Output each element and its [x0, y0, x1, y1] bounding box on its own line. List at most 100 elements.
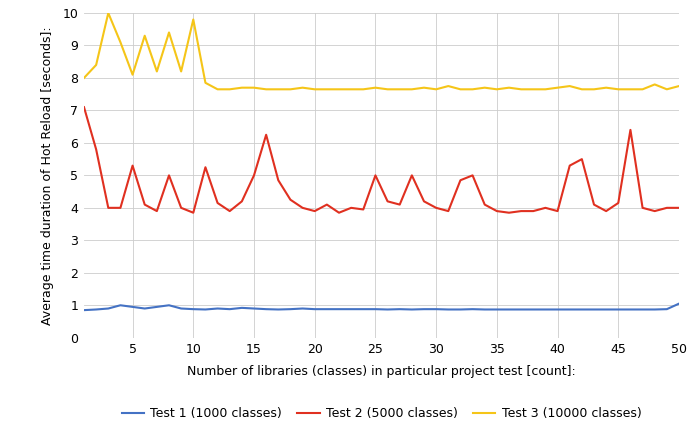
- Line: Test 2 (5000 classes): Test 2 (5000 classes): [84, 107, 679, 213]
- Test 3 (10000 classes): [323, 87, 331, 92]
- Test 3 (10000 classes): [650, 82, 659, 87]
- Test 3 (10000 classes): [153, 69, 161, 74]
- Test 3 (10000 classes): [238, 85, 246, 90]
- Test 1 (1000 classes): [201, 307, 209, 312]
- Test 3 (10000 classes): [80, 75, 88, 81]
- Test 3 (10000 classes): [444, 84, 452, 89]
- Test 3 (10000 classes): [432, 87, 440, 92]
- Test 2 (5000 classes): [323, 202, 331, 207]
- Test 3 (10000 classes): [456, 87, 465, 92]
- Test 1 (1000 classes): [541, 307, 550, 312]
- Test 3 (10000 classes): [554, 85, 562, 90]
- Test 3 (10000 classes): [517, 87, 525, 92]
- Test 3 (10000 classes): [92, 62, 100, 68]
- Test 1 (1000 classes): [675, 301, 683, 306]
- Test 1 (1000 classes): [128, 304, 136, 310]
- Test 1 (1000 classes): [262, 307, 270, 312]
- Test 2 (5000 classes): [262, 132, 270, 137]
- Test 3 (10000 classes): [541, 87, 550, 92]
- Test 2 (5000 classes): [432, 205, 440, 210]
- Test 1 (1000 classes): [566, 307, 574, 312]
- Test 3 (10000 classes): [225, 87, 234, 92]
- Test 3 (10000 classes): [590, 87, 598, 92]
- Test 2 (5000 classes): [347, 205, 356, 210]
- Test 2 (5000 classes): [238, 199, 246, 204]
- Test 2 (5000 classes): [675, 205, 683, 210]
- Test 3 (10000 classes): [602, 85, 610, 90]
- Test 3 (10000 classes): [177, 69, 186, 74]
- Test 2 (5000 classes): [407, 173, 416, 178]
- Test 2 (5000 classes): [335, 210, 343, 215]
- Test 3 (10000 classes): [614, 87, 622, 92]
- Test 1 (1000 classes): [238, 305, 246, 310]
- Test 2 (5000 classes): [177, 205, 186, 210]
- Test 2 (5000 classes): [214, 200, 222, 206]
- Test 2 (5000 classes): [578, 157, 586, 162]
- Test 3 (10000 classes): [104, 10, 113, 16]
- Test 3 (10000 classes): [626, 87, 635, 92]
- Test 1 (1000 classes): [141, 306, 149, 311]
- Test 1 (1000 classes): [153, 304, 161, 310]
- Test 2 (5000 classes): [566, 163, 574, 168]
- Test 3 (10000 classes): [262, 87, 270, 92]
- Test 3 (10000 classes): [566, 84, 574, 89]
- Test 2 (5000 classes): [384, 199, 392, 204]
- Test 1 (1000 classes): [335, 307, 343, 312]
- Test 1 (1000 classes): [578, 307, 586, 312]
- Test 2 (5000 classes): [298, 205, 307, 210]
- Test 1 (1000 classes): [554, 307, 562, 312]
- Test 1 (1000 classes): [250, 306, 258, 311]
- Test 2 (5000 classes): [225, 209, 234, 214]
- Test 2 (5000 classes): [80, 105, 88, 110]
- Test 1 (1000 classes): [505, 307, 513, 312]
- Test 1 (1000 classes): [480, 307, 489, 312]
- Test 1 (1000 classes): [407, 307, 416, 312]
- Test 2 (5000 classes): [371, 173, 379, 178]
- Test 2 (5000 classes): [663, 205, 671, 210]
- Test 2 (5000 classes): [529, 209, 538, 214]
- Test 2 (5000 classes): [626, 127, 635, 132]
- Test 1 (1000 classes): [80, 307, 88, 313]
- Line: Test 3 (10000 classes): Test 3 (10000 classes): [84, 13, 679, 89]
- Test 3 (10000 classes): [675, 84, 683, 89]
- Test 2 (5000 classes): [141, 202, 149, 207]
- Test 2 (5000 classes): [614, 200, 622, 206]
- Test 1 (1000 classes): [493, 307, 501, 312]
- Test 2 (5000 classes): [468, 173, 477, 178]
- Test 3 (10000 classes): [214, 87, 222, 92]
- Test 3 (10000 classes): [274, 87, 283, 92]
- Test 1 (1000 classes): [177, 306, 186, 311]
- Test 2 (5000 classes): [153, 209, 161, 214]
- Test 1 (1000 classes): [104, 306, 113, 311]
- Test 2 (5000 classes): [359, 207, 368, 212]
- Test 3 (10000 classes): [347, 87, 356, 92]
- Test 2 (5000 classes): [250, 173, 258, 178]
- Test 1 (1000 classes): [311, 307, 319, 312]
- Test 1 (1000 classes): [298, 306, 307, 311]
- Test 1 (1000 classes): [432, 307, 440, 312]
- Y-axis label: Average time duration of Hot Reload [seconds]:: Average time duration of Hot Reload [sec…: [41, 26, 54, 325]
- Test 2 (5000 classes): [638, 205, 647, 210]
- Test 2 (5000 classes): [420, 199, 428, 204]
- Test 1 (1000 classes): [420, 307, 428, 312]
- Test 3 (10000 classes): [128, 72, 136, 77]
- Test 1 (1000 classes): [650, 307, 659, 312]
- Test 3 (10000 classes): [663, 87, 671, 92]
- Test 2 (5000 classes): [444, 209, 452, 214]
- Test 2 (5000 classes): [395, 202, 404, 207]
- Test 1 (1000 classes): [189, 307, 197, 312]
- Test 1 (1000 classes): [214, 306, 222, 311]
- Test 2 (5000 classes): [541, 205, 550, 210]
- Test 1 (1000 classes): [614, 307, 622, 312]
- Test 3 (10000 classes): [480, 85, 489, 90]
- Test 1 (1000 classes): [225, 307, 234, 312]
- Test 3 (10000 classes): [250, 85, 258, 90]
- Test 3 (10000 classes): [407, 87, 416, 92]
- Test 1 (1000 classes): [274, 307, 283, 312]
- Line: Test 1 (1000 classes): Test 1 (1000 classes): [84, 304, 679, 310]
- Test 2 (5000 classes): [480, 202, 489, 207]
- Test 3 (10000 classes): [359, 87, 368, 92]
- Test 1 (1000 classes): [456, 307, 465, 312]
- Test 2 (5000 classes): [286, 197, 295, 202]
- Test 2 (5000 classes): [554, 209, 562, 214]
